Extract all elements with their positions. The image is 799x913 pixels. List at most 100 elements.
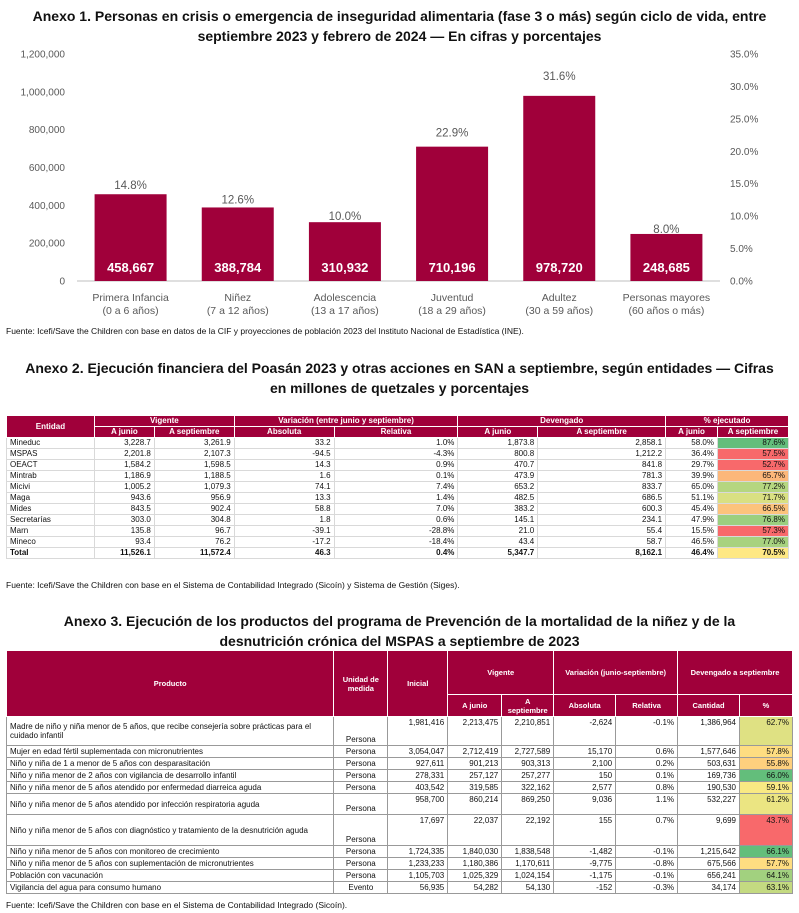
y-tick-label: 600,000 (29, 163, 66, 174)
y2-tick-label: 0.0% (730, 277, 753, 288)
entity-cell: Total (6, 547, 95, 559)
table-row: Mides 843.5 902.4 58.8 7.0% 383.2 600.3 45.4% 66… (6, 503, 790, 515)
category-label: Adolescencia (314, 292, 377, 304)
unit-cell: Evento (333, 881, 389, 894)
y-tick-label: 200,000 (29, 239, 66, 250)
value-cell: 43.4 (457, 536, 539, 548)
value-cell: 150 (553, 769, 617, 782)
value-cell: 0.1% (333, 470, 459, 482)
annex1-title-line1: Anexo 1. Personas en crisis o emergencia… (32, 8, 767, 24)
value-cell: 0.1% (615, 769, 679, 782)
value-cell: -1,482 (553, 845, 617, 858)
value-cell: 800.8 (457, 448, 539, 460)
category-label: Juventud (431, 292, 474, 304)
value-cell: 190,530 (677, 781, 740, 794)
value-cell: 2,727,589 (501, 745, 555, 758)
value-cell: 57.3% (716, 525, 790, 537)
bar-value-label: 458,667 (107, 260, 154, 275)
header-ejecutado-septiembre: A septiembre (716, 426, 790, 438)
value-cell: -18.4% (333, 536, 459, 548)
value-cell: 93.4 (93, 536, 155, 548)
y2-tick-label: 5.0% (730, 244, 753, 255)
value-cell: 3,228.7 (93, 437, 155, 449)
bar-value-label: 248,685 (643, 260, 690, 275)
product-cell: Mujer en edad fértil suplementada con mi… (5, 745, 335, 758)
category-sublabel: (0 a 6 años) (103, 305, 159, 317)
product-cell: Niño y niña menor de 5 años con suplemen… (5, 857, 335, 870)
value-cell: 66.0% (739, 769, 793, 782)
header-cantidad: Cantidad (677, 694, 740, 717)
category-sublabel: (13 a 17 años) (311, 305, 379, 317)
value-cell: 3,261.9 (153, 437, 235, 449)
value-cell: 322,162 (501, 781, 555, 794)
bar-value-label: 978,720 (536, 260, 583, 275)
percentage-label: 31.6% (543, 71, 576, 83)
header-devengado: Devengado (457, 415, 667, 427)
annex3-title-line2: desnutrición crónica del MSPAS a septiem… (219, 633, 580, 649)
entity-cell: MSPAS (6, 448, 95, 460)
value-cell: 503,631 (677, 757, 740, 770)
value-cell: 43.7% (739, 814, 793, 846)
value-cell: 54,130 (501, 881, 555, 894)
value-cell: 383.2 (457, 503, 539, 515)
value-cell: 36.4% (665, 448, 718, 460)
value-cell: 833.7 (537, 481, 667, 493)
value-cell: 3,054,047 (387, 745, 449, 758)
value-cell: 1,215,642 (677, 845, 740, 858)
value-cell: -0.1% (615, 845, 679, 858)
bar (630, 233, 703, 281)
value-cell: 1.0% (333, 437, 459, 449)
unit-cell: Persona (333, 769, 389, 782)
header-absoluta: Absoluta (233, 426, 335, 438)
value-cell: 1,188.5 (153, 470, 235, 482)
y-tick-label: 400,000 (29, 201, 66, 212)
value-cell: 2,100 (553, 757, 617, 770)
unit-cell: Persona (333, 781, 389, 794)
header-relativa: Relativa (333, 426, 459, 438)
table-row: Madre de niño y niña menor de 5 años, qu… (5, 716, 793, 746)
value-cell: 0.7% (615, 814, 679, 846)
value-cell: 1.6 (233, 470, 335, 482)
value-cell: 58.7 (537, 536, 667, 548)
table-row: Niño y niña menor de 5 años con suplemen… (5, 857, 793, 870)
category-sublabel: (30 a 59 años) (525, 305, 593, 317)
header-pct: % (739, 694, 793, 717)
value-cell: 958,700 (387, 793, 449, 815)
table-row: Niño y niña menor de 5 años atendido por… (5, 793, 793, 815)
value-cell: 943.6 (93, 492, 155, 504)
value-cell: 1.1% (615, 793, 679, 815)
value-cell: 45.4% (665, 503, 718, 515)
value-cell: 860,214 (447, 793, 503, 815)
value-cell: 656,241 (677, 869, 740, 882)
value-cell: -28.8% (333, 525, 459, 537)
value-cell: 1,873.8 (457, 437, 539, 449)
value-cell: 1,598.5 (153, 459, 235, 471)
table-row: MSPAS 2,201.8 2,107.3 -94.5 -4.3% 800.8 1,212.… (6, 448, 790, 460)
product-cell: Niño y niña menor de 5 años con diagnóst… (5, 814, 335, 846)
value-cell: 234.1 (537, 514, 667, 526)
value-cell: 1,233,233 (387, 857, 449, 870)
value-cell: -0.1% (615, 716, 679, 746)
value-cell: 54,282 (447, 881, 503, 894)
value-cell: 57.8% (739, 745, 793, 758)
value-cell: 71.7% (716, 492, 790, 504)
unit-cell: Persona (333, 857, 389, 870)
value-cell: 403,542 (387, 781, 449, 794)
value-cell: -9,775 (553, 857, 617, 870)
value-cell: 1,025,329 (447, 869, 503, 882)
value-cell: 927,611 (387, 757, 449, 770)
value-cell: 39.9% (665, 470, 718, 482)
value-cell: 57.5% (716, 448, 790, 460)
value-cell: 21.0 (457, 525, 539, 537)
value-cell: 65.0% (665, 481, 718, 493)
value-cell: 686.5 (537, 492, 667, 504)
annex2-title-line1: Anexo 2. Ejecución financiera del Poasán… (25, 360, 774, 376)
bar (523, 95, 596, 281)
entity-cell: Marn (6, 525, 95, 537)
entity-cell: Micivi (6, 481, 95, 493)
value-cell: 29.7% (665, 459, 718, 471)
header-vigente: Vigente (93, 415, 235, 427)
value-cell: 653.2 (457, 481, 539, 493)
header-unidad: Unidad de medida (333, 650, 389, 717)
value-cell: 1,577,646 (677, 745, 740, 758)
